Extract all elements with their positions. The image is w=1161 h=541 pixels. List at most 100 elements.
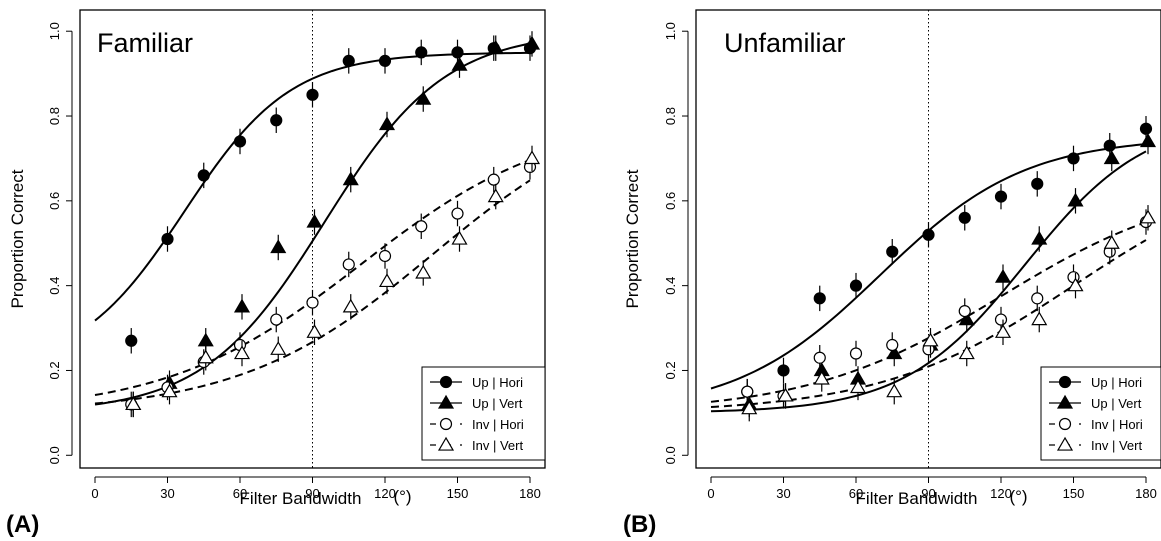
x-tick-label: 120 <box>990 486 1012 501</box>
data-point <box>415 264 432 279</box>
data-point <box>451 56 468 71</box>
x-tick-label: 180 <box>1135 486 1157 501</box>
data-point <box>270 239 287 254</box>
data-point <box>849 279 863 292</box>
data-point <box>994 268 1012 283</box>
data-point <box>378 54 392 67</box>
data-point <box>342 54 355 67</box>
data-point <box>1067 192 1084 207</box>
data-point <box>306 88 319 101</box>
x-tick-label: 90 <box>305 486 319 501</box>
legend: Up | Hori Up | Vert Inv | Hori Inv | Vert <box>1040 366 1161 461</box>
legend-marker-1 <box>1056 394 1074 409</box>
data-point <box>994 324 1012 338</box>
legend: Up | Hori Up | Vert Inv | Hori Inv | Vert <box>421 366 546 461</box>
data-point <box>125 396 142 411</box>
data-point <box>415 220 428 233</box>
legend-label-2: Inv | Hori <box>1091 417 1143 432</box>
data-point <box>415 46 428 59</box>
legend-marker-1 <box>437 394 455 409</box>
legend-label-1: Up | Vert <box>472 396 523 411</box>
data-point <box>270 313 283 326</box>
data-point <box>1067 277 1084 292</box>
y-tick-label: 1.0 <box>663 22 678 40</box>
data-point <box>161 232 174 246</box>
data-point <box>342 171 359 186</box>
y-tick-label: 0.6 <box>663 192 678 210</box>
data-point <box>958 304 971 318</box>
data-point <box>487 173 500 186</box>
data-point <box>1103 235 1120 249</box>
x-tick-label: 30 <box>160 486 174 501</box>
legend-marker-3 <box>437 436 455 451</box>
x-tick-label: 60 <box>233 486 247 501</box>
data-point <box>306 324 323 338</box>
data-point <box>451 230 468 245</box>
legend-marker-2 <box>1058 417 1072 431</box>
data-point <box>306 296 319 309</box>
data-point <box>994 190 1008 203</box>
x-tick-label: 150 <box>1063 486 1085 501</box>
panel-letter: (B) <box>623 511 656 538</box>
y-tick-label: 0.4 <box>663 277 678 295</box>
data-point <box>415 90 432 105</box>
y-tick-label: 0.2 <box>47 361 62 379</box>
y-tick-label: 0.2 <box>663 361 678 379</box>
data-point <box>161 383 178 398</box>
legend-marker-2 <box>439 417 453 431</box>
data-point <box>451 46 464 59</box>
y-tick-label: 0.8 <box>47 107 62 125</box>
x-axis-unit: (°) <box>1009 487 1027 506</box>
legend-label-3: Inv | Vert <box>472 438 523 453</box>
data-point <box>125 334 138 347</box>
data-point <box>994 313 1008 326</box>
x-axis-title: Filter Bandwidth <box>240 489 362 508</box>
data-point <box>233 298 251 313</box>
x-tick-label: 0 <box>91 486 98 501</box>
data-point <box>487 39 504 54</box>
y-tick-label: 0.8 <box>663 107 678 125</box>
y-tick-label: 0.0 <box>47 446 62 464</box>
x-tick-label: 90 <box>921 486 935 501</box>
data-point <box>197 332 214 347</box>
data-point <box>1139 133 1157 148</box>
data-point <box>378 249 392 263</box>
panel-title: Familiar <box>97 28 193 58</box>
data-point <box>958 311 975 326</box>
data-point <box>523 35 541 50</box>
y-tick-label: 0.6 <box>47 192 62 210</box>
data-point <box>777 364 790 377</box>
y-tick-label: 0.4 <box>47 277 62 295</box>
data-point <box>849 347 863 360</box>
panel-b: 0 30 60 90 120 150 180 0.0 0.2 0.4 0.6 0.8 1.0 Filter… <box>623 9 1161 538</box>
data-point <box>197 169 210 182</box>
data-point <box>886 338 899 352</box>
data-point <box>197 349 214 364</box>
data-point <box>487 188 504 203</box>
data-point <box>886 245 899 258</box>
data-point <box>233 135 247 148</box>
data-point <box>849 379 867 394</box>
data-point <box>922 228 935 241</box>
data-point <box>1031 177 1044 190</box>
legend-label-1: Up | Vert <box>1091 396 1142 411</box>
data-point <box>1103 139 1116 152</box>
data-point <box>886 383 903 398</box>
data-point <box>270 114 283 127</box>
data-point <box>958 345 975 360</box>
x-tick-label: 150 <box>447 486 469 501</box>
data-point <box>922 332 939 347</box>
data-point <box>378 273 396 288</box>
data-point <box>1031 311 1048 326</box>
data-point <box>378 116 396 131</box>
data-point <box>813 351 826 364</box>
legend-marker-0 <box>1058 375 1072 389</box>
data-point <box>1031 292 1044 305</box>
legend-label-0: Up | Hori <box>1091 375 1142 390</box>
legend-marker-3 <box>1056 436 1074 451</box>
x-tick-label: 60 <box>849 486 863 501</box>
data-point <box>306 213 323 228</box>
data-point <box>777 387 794 402</box>
legend-label-2: Inv | Hori <box>472 417 524 432</box>
fit-curve-3 <box>94 179 531 405</box>
